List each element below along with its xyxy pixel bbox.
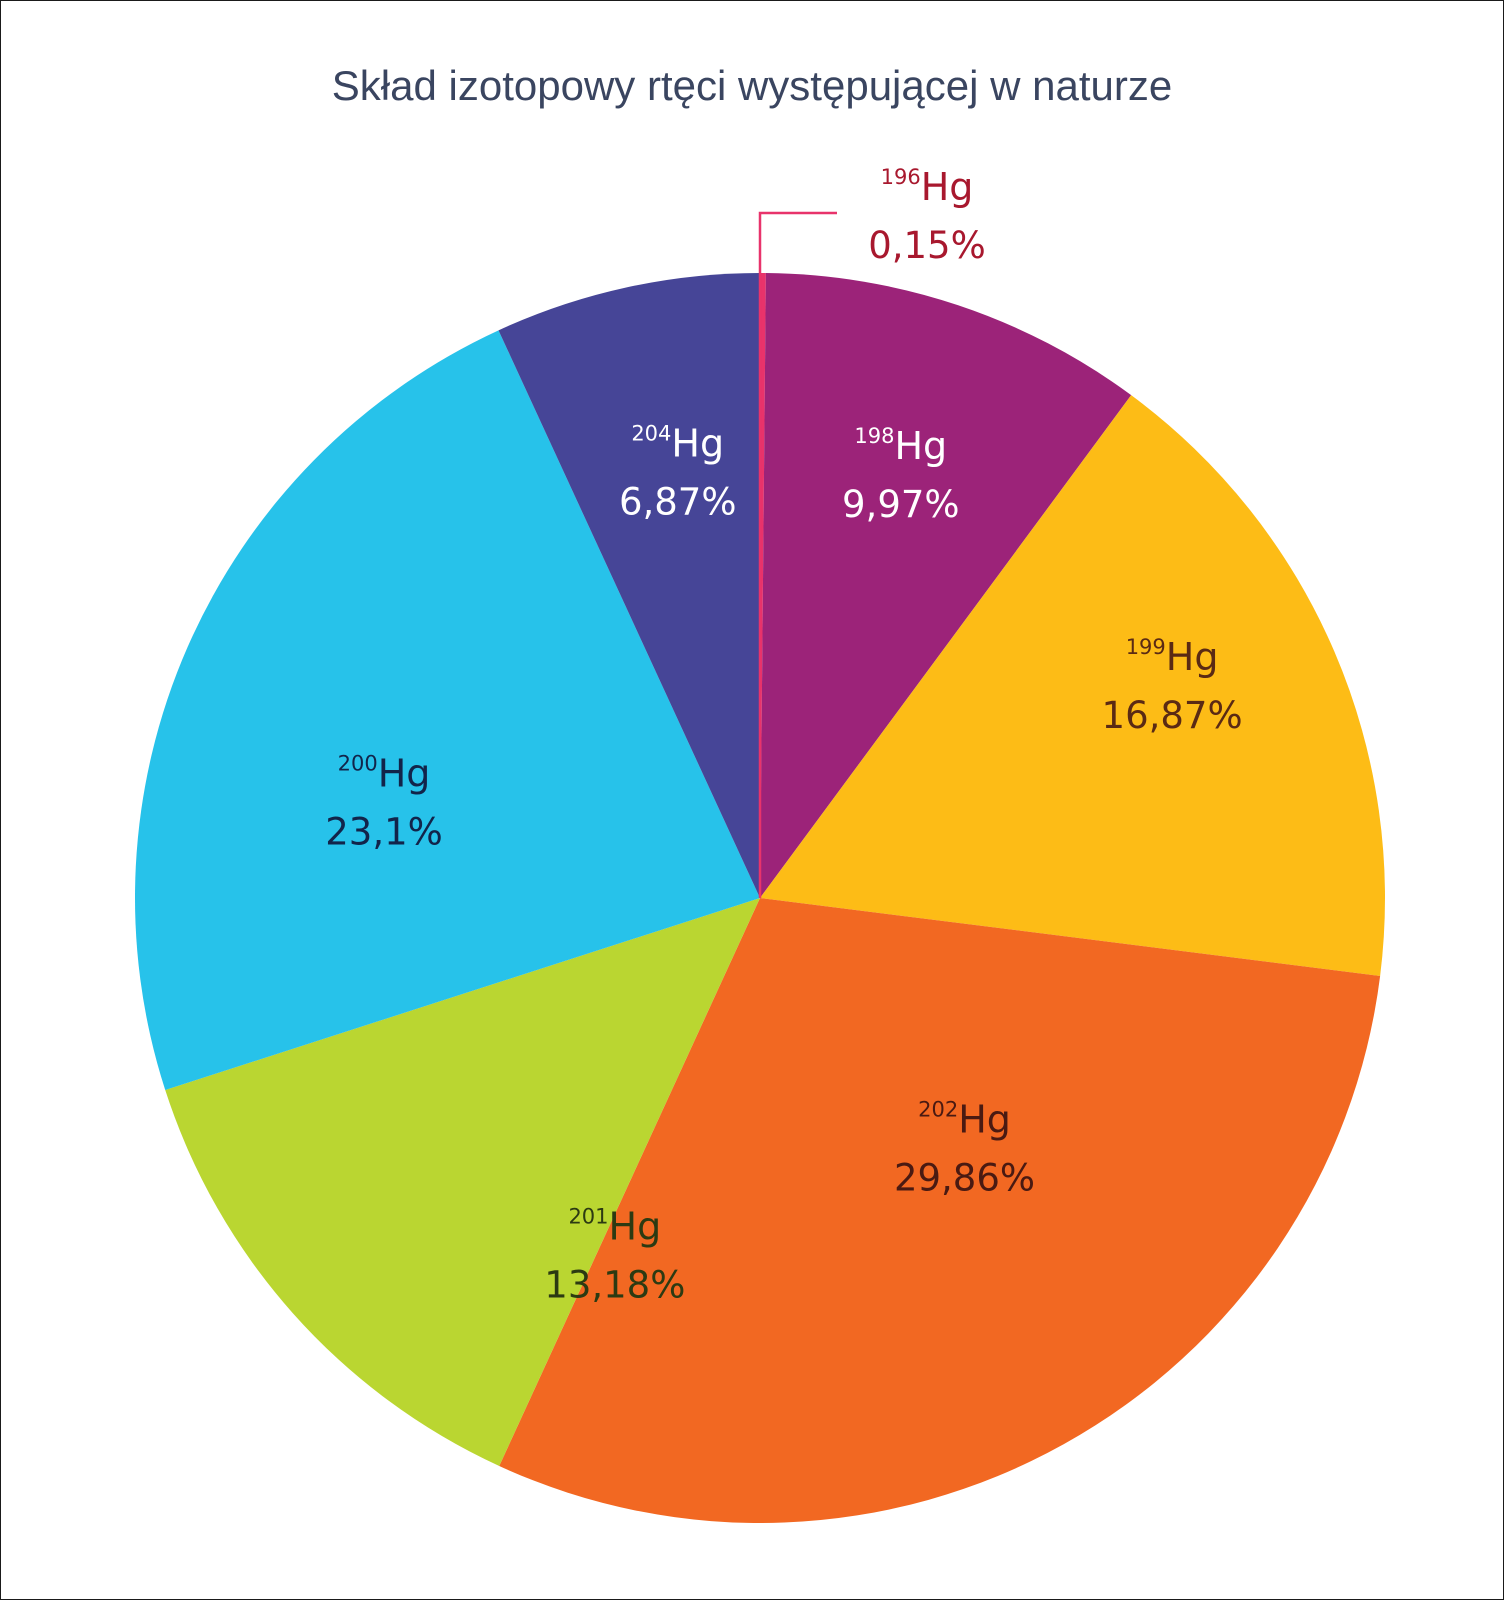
slice-name-202hg: 202Hg xyxy=(918,1098,1011,1142)
slice-value-199hg: 16,87% xyxy=(1102,694,1243,737)
pie-labels: 196Hg 0,15% 198Hg 9,97% 199Hg 16,87% 202Hg 29,8… xyxy=(325,165,1242,1306)
pie-slice-196hg xyxy=(760,273,766,898)
slice-value-204hg: 6,87% xyxy=(619,481,737,524)
slice-name-198hg: 198Hg xyxy=(854,424,947,468)
pie-slice-200hg xyxy=(134,330,760,1091)
pie-slice-204hg xyxy=(498,273,760,898)
slice-value-200hg: 23,1% xyxy=(325,810,443,853)
pie-slice-198hg xyxy=(760,273,1132,898)
slice-value-196hg: 0,15% xyxy=(868,224,986,267)
slice-name-196hg: 196Hg xyxy=(881,165,974,209)
slice-name-201hg: 201Hg xyxy=(568,1204,661,1248)
leader-line-196hg xyxy=(758,211,837,898)
chart-title: Skład izotopowy rtęci występującej w nat… xyxy=(331,62,1173,109)
slice-value-201hg: 13,18% xyxy=(544,1263,685,1306)
leader-lines xyxy=(758,211,837,898)
pie-slice-199hg xyxy=(760,395,1385,976)
slice-value-202hg: 29,86% xyxy=(894,1157,1035,1200)
slice-value-198hg: 9,97% xyxy=(842,483,960,526)
slice-name-200hg: 200Hg xyxy=(338,751,431,795)
slice-name-204hg: 204Hg xyxy=(631,422,724,466)
pie-slice-201hg xyxy=(165,898,760,1466)
pie-slices xyxy=(134,273,1385,1523)
pie-slice-202hg xyxy=(499,898,1381,1523)
slice-name-199hg: 199Hg xyxy=(1126,635,1219,679)
